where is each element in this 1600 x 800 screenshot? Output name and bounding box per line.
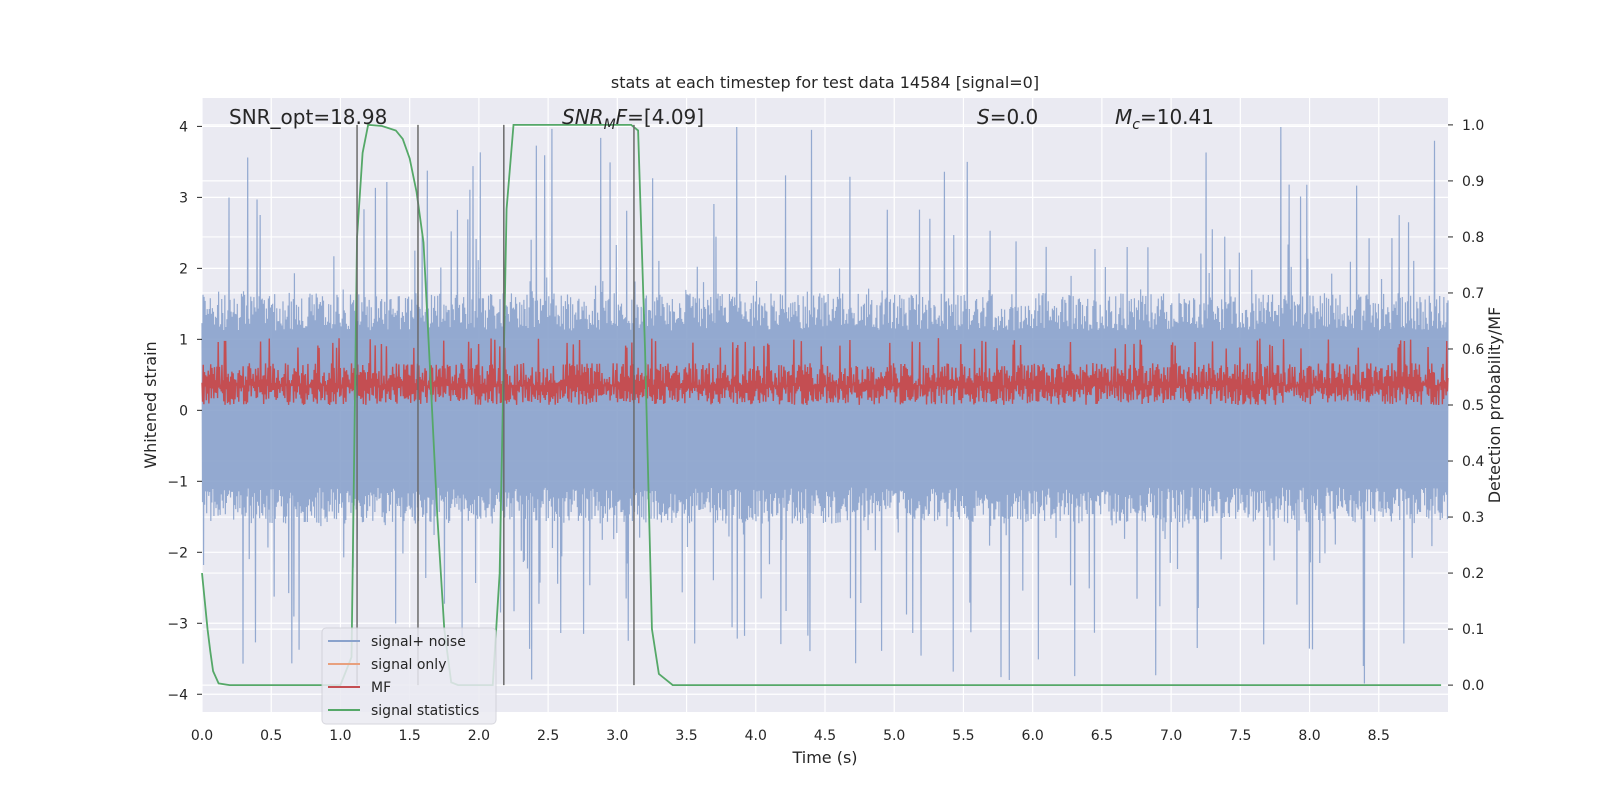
x-tick-label: 4.0 bbox=[745, 728, 767, 744]
chart-title: stats at each timestep for test data 145… bbox=[611, 73, 1039, 92]
y2-tick-label: 1.0 bbox=[1462, 118, 1484, 134]
y2-ticks: 1.0 0.9 0.8 0.7 0.6 0.5 0.4 0.3 0.2 0.1 0.0 bbox=[1448, 118, 1484, 694]
legend-label-mf: MF bbox=[371, 680, 391, 696]
x-tick-label: 8.0 bbox=[1298, 728, 1320, 744]
y2-tick-label: 0.0 bbox=[1462, 678, 1484, 694]
annotation-mc-value: Mc=10.41 bbox=[1115, 105, 1214, 133]
x-tick-label: 1.5 bbox=[399, 728, 421, 744]
annotation-s-value: S=0.0 bbox=[977, 105, 1038, 129]
legend-label-signal-noise: signal+ noise bbox=[371, 634, 466, 650]
vertical-lines bbox=[356, 124, 635, 686]
x-tick-label: 1.0 bbox=[329, 728, 351, 744]
y-tick-label: 4 bbox=[179, 119, 188, 135]
x-tick-label: 6.0 bbox=[1022, 728, 1044, 744]
x-tick-label: 3.5 bbox=[675, 728, 697, 744]
legend: signal+ noise signal only MF signal stat… bbox=[321, 627, 497, 725]
x-tick-label: 0.0 bbox=[191, 728, 213, 744]
y2-tick-label: 0.3 bbox=[1462, 510, 1484, 526]
y-tick-label: −1 bbox=[167, 474, 188, 490]
y2-tick-label: 0.1 bbox=[1462, 622, 1484, 638]
y-tick-label: 1 bbox=[179, 332, 188, 348]
y2-tick-label: 0.9 bbox=[1462, 174, 1484, 190]
annotation-snr-mf: SNRMF=[4.09] bbox=[562, 105, 704, 133]
x-tick-label: 6.5 bbox=[1091, 728, 1113, 744]
y2-tick-label: 0.2 bbox=[1462, 566, 1484, 582]
y-tick-label: −2 bbox=[167, 545, 188, 561]
annotation-snr-opt: SNR_opt=18.98 bbox=[229, 105, 387, 129]
y-tick-label: −3 bbox=[167, 616, 188, 632]
y-axis-label: Whitened strain bbox=[141, 341, 160, 468]
y2-tick-label: 0.7 bbox=[1462, 286, 1484, 302]
y-tick-label: 0 bbox=[179, 403, 188, 419]
y-tick-label: 2 bbox=[179, 261, 188, 277]
x-ticks: 0.0 0.5 1.0 1.5 2.0 2.5 3.0 3.5 4.0 4.5 5.0 5.5 6.0 6… bbox=[191, 728, 1390, 744]
y2-tick-label: 0.8 bbox=[1462, 230, 1484, 246]
y2-tick-label: 0.5 bbox=[1462, 398, 1484, 414]
series-signal-noise bbox=[201, 126, 1449, 684]
legend-label-signal-only: signal only bbox=[371, 657, 446, 673]
y2-tick-label: 0.4 bbox=[1462, 454, 1484, 470]
x-axis-label: Time (s) bbox=[791, 748, 857, 767]
x-tick-label: 8.5 bbox=[1368, 728, 1390, 744]
y-tick-label: −4 bbox=[167, 687, 188, 703]
x-tick-label: 2.0 bbox=[468, 728, 490, 744]
y2-tick-label: 0.6 bbox=[1462, 342, 1484, 358]
x-tick-label: 3.0 bbox=[606, 728, 628, 744]
legend-label-signal-statistics: signal statistics bbox=[371, 703, 479, 719]
x-tick-label: 7.5 bbox=[1229, 728, 1251, 744]
x-tick-label: 0.5 bbox=[260, 728, 282, 744]
y-tick-label: 3 bbox=[179, 190, 188, 206]
y-ticks: 4 3 2 1 0 −1 −2 −3 −4 bbox=[167, 119, 202, 703]
series-mf bbox=[201, 338, 1449, 406]
legend-box bbox=[321, 627, 497, 725]
x-tick-label: 5.0 bbox=[883, 728, 905, 744]
x-tick-label: 7.0 bbox=[1160, 728, 1182, 744]
y2-axis-label: Detection probability/MF bbox=[1485, 307, 1504, 504]
x-tick-label: 5.5 bbox=[952, 728, 974, 744]
x-tick-label: 2.5 bbox=[537, 728, 559, 744]
x-tick-label: 4.5 bbox=[814, 728, 836, 744]
